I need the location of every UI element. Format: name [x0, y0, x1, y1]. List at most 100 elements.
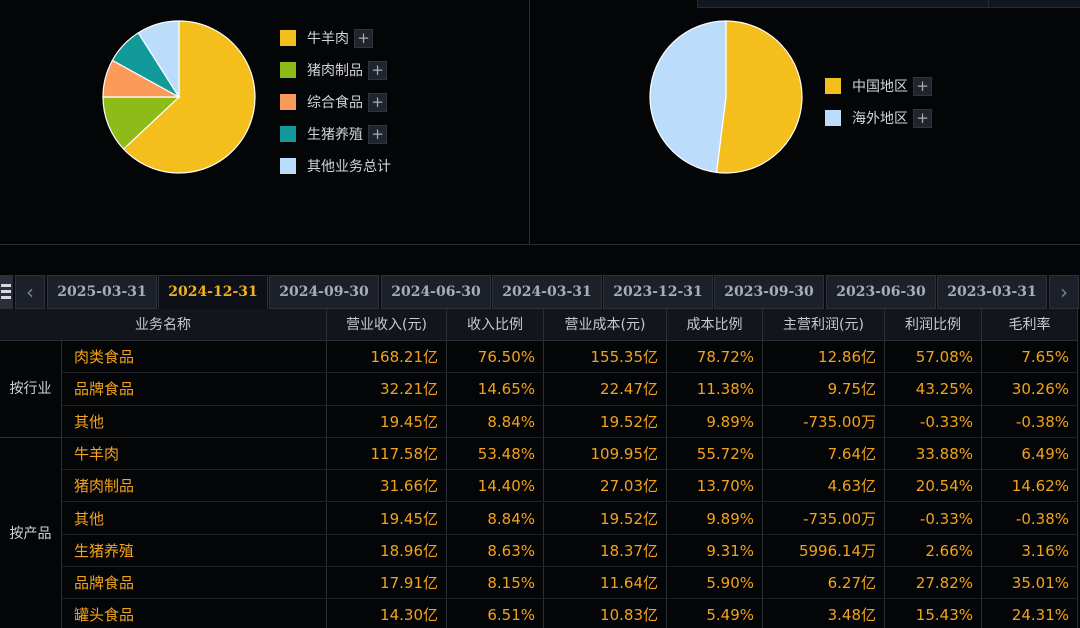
- table-cell: 31.66亿: [327, 470, 447, 503]
- table-cell: 9.31%: [667, 534, 763, 568]
- legend-swatch: [280, 30, 296, 46]
- row-group-label: 按产品: [0, 437, 62, 628]
- business-pie-chart: [102, 20, 256, 174]
- table-cell: 19.52亿: [544, 405, 667, 438]
- table-cell: 168.21亿: [327, 341, 447, 374]
- business-name-cell[interactable]: 品牌食品: [62, 567, 327, 600]
- plus-icon[interactable]: +: [354, 28, 373, 48]
- table-cell: -735.00万: [763, 502, 885, 535]
- table-cell: 43.25%: [885, 373, 982, 406]
- business-legend-item[interactable]: 生猪养殖 +: [280, 123, 387, 145]
- legend-label: 生猪养殖: [307, 127, 363, 143]
- legend-label: 综合食品: [307, 95, 363, 111]
- plus-icon[interactable]: +: [368, 60, 387, 80]
- table-cell: 27.03亿: [544, 470, 667, 503]
- plus-icon[interactable]: +: [368, 124, 387, 144]
- region-pie-chart: [649, 20, 803, 174]
- tab-2025-03-31[interactable]: 2025-03-31: [47, 275, 157, 309]
- row-group-label: 按行业: [0, 341, 62, 438]
- chevron-left-icon[interactable]: ‹: [15, 275, 45, 309]
- business-pie-slice-0[interactable]: [122, 20, 256, 174]
- table-cell: 76.50%: [447, 341, 544, 374]
- table-cell: 9.89%: [667, 502, 763, 535]
- business-name-cell[interactable]: 罐头食品: [62, 599, 327, 628]
- table-cell: 5.90%: [667, 567, 763, 600]
- menu-icon[interactable]: [0, 275, 13, 309]
- gross-margin-header[interactable]: 毛利率: [982, 309, 1078, 341]
- table-cell: 4.63亿: [763, 470, 885, 503]
- table-cell: 8.84%: [447, 405, 544, 438]
- tab-2023-12-31[interactable]: 2023-12-31: [603, 275, 713, 309]
- table-cell: 5.49%: [667, 599, 763, 628]
- business-legend-item[interactable]: 综合食品 +: [280, 91, 387, 113]
- table-cell: 27.82%: [885, 567, 982, 600]
- table-cell: -0.33%: [885, 405, 982, 438]
- region-legend-item[interactable]: 海外地区 +: [825, 107, 932, 129]
- business-name-cell[interactable]: 其他: [62, 405, 327, 438]
- region-legend-item[interactable]: 中国地区 +: [825, 75, 932, 97]
- table-cell: 7.64亿: [763, 437, 885, 471]
- table-cell: 13.70%: [667, 470, 763, 503]
- tab-2024-03-31[interactable]: 2024-03-31: [492, 275, 602, 309]
- legend-swatch: [280, 126, 296, 142]
- legend-swatch: [280, 62, 296, 78]
- legend-swatch: [280, 158, 296, 174]
- cost-ratio-header[interactable]: 成本比例: [667, 309, 763, 341]
- table-cell: 155.35亿: [544, 341, 667, 374]
- table-cell: 30.26%: [982, 373, 1078, 406]
- plus-icon[interactable]: +: [913, 108, 932, 128]
- table-cell: 8.63%: [447, 534, 544, 568]
- table-cell: 19.45亿: [327, 405, 447, 438]
- table-cell: 2.66%: [885, 534, 982, 568]
- table-cell: 9.75亿: [763, 373, 885, 406]
- business-legend-item[interactable]: 其他业务总计: [280, 155, 391, 177]
- table-cell: 109.95亿: [544, 437, 667, 471]
- table-cell: 6.51%: [447, 599, 544, 628]
- table-cell: -0.33%: [885, 502, 982, 535]
- business-pie-slice-4[interactable]: [137, 20, 180, 100]
- toolbar-divider: [988, 0, 989, 8]
- table-cell: 12.86亿: [763, 341, 885, 374]
- tab-2023-03-31[interactable]: 2023-03-31: [937, 275, 1047, 309]
- plus-icon[interactable]: +: [368, 92, 387, 112]
- table-cell: 78.72%: [667, 341, 763, 374]
- tab-2024-06-30[interactable]: 2024-06-30: [381, 275, 491, 309]
- legend-label: 猪肉制品: [307, 63, 363, 79]
- region-pie-slice-0[interactable]: [715, 20, 803, 174]
- plus-icon[interactable]: +: [913, 76, 932, 96]
- table-cell: 32.21亿: [327, 373, 447, 406]
- table-cell: 55.72%: [667, 437, 763, 471]
- table-cell: 8.84%: [447, 502, 544, 535]
- business-name-cell[interactable]: 肉类食品: [62, 341, 327, 374]
- business-name-cell[interactable]: 品牌食品: [62, 373, 327, 406]
- profit-header[interactable]: 主营利润(元): [763, 309, 885, 341]
- table-cell: 5996.14万: [763, 534, 885, 568]
- business-name-cell[interactable]: 猪肉制品: [62, 470, 327, 503]
- business-name-cell[interactable]: 生猪养殖: [62, 534, 327, 568]
- business-legend-item[interactable]: 牛羊肉 +: [280, 27, 373, 49]
- tab-2024-12-31[interactable]: 2024-12-31: [158, 275, 268, 309]
- legend-label: 中国地区: [852, 79, 908, 95]
- business-name-cell[interactable]: 其他: [62, 502, 327, 535]
- cost-header[interactable]: 营业成本(元): [544, 309, 667, 341]
- table-cell: 57.08%: [885, 341, 982, 374]
- tab-2023-09-30[interactable]: 2023-09-30: [714, 275, 824, 309]
- table-cell: 10.83亿: [544, 599, 667, 628]
- name-header[interactable]: 业务名称: [0, 309, 327, 341]
- table-cell: -0.38%: [982, 502, 1078, 535]
- tab-2024-09-30[interactable]: 2024-09-30: [269, 275, 379, 309]
- legend-label: 牛羊肉: [307, 31, 349, 47]
- chevron-right-icon[interactable]: ›: [1049, 275, 1079, 309]
- region-composition-panel: 中国地区 + 海外地区 +: [531, 0, 1080, 245]
- legend-swatch: [825, 110, 841, 126]
- table-cell: 117.58亿: [327, 437, 447, 471]
- table-cell: 22.47亿: [544, 373, 667, 406]
- business-name-cell[interactable]: 牛羊肉: [62, 437, 327, 471]
- table-cell: 14.30亿: [327, 599, 447, 628]
- revenue-header[interactable]: 营业收入(元): [327, 309, 447, 341]
- tab-2023-06-30[interactable]: 2023-06-30: [826, 275, 936, 309]
- profit-ratio-header[interactable]: 利润比例: [885, 309, 982, 341]
- region-pie-slice-1[interactable]: [649, 20, 727, 174]
- revenue-ratio-header[interactable]: 收入比例: [447, 309, 544, 341]
- business-legend-item[interactable]: 猪肉制品 +: [280, 59, 387, 81]
